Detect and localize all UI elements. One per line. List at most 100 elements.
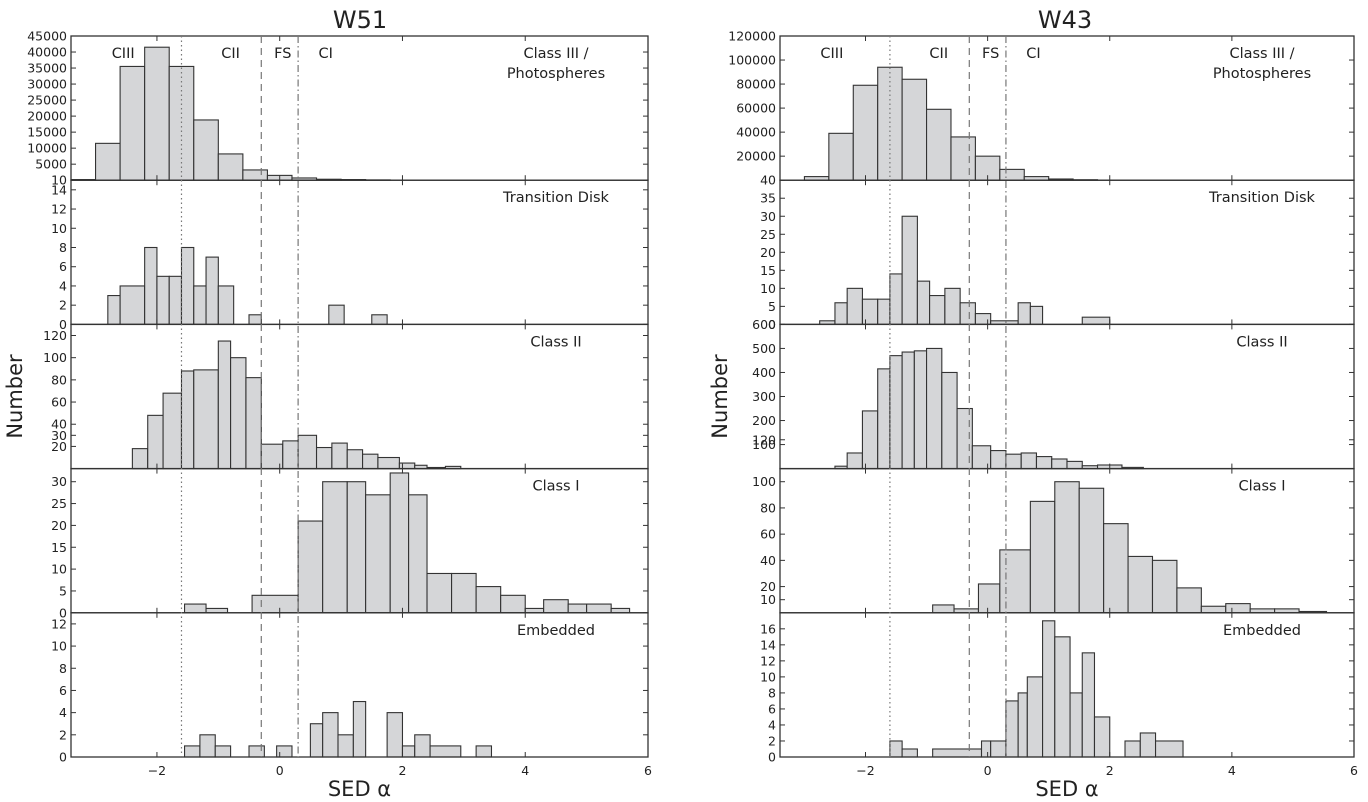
- chart-title: W43: [1038, 6, 1092, 34]
- histogram-bar: [1154, 740, 1184, 758]
- histogram-bar: [1054, 636, 1071, 758]
- histogram-bar: [365, 494, 391, 614]
- histogram-bar: [1078, 487, 1105, 614]
- y-tick-label: 2: [768, 733, 776, 748]
- histogram-bar: [1103, 523, 1129, 614]
- histogram-bar: [328, 304, 345, 325]
- panel-label: Photospheres: [1213, 66, 1311, 82]
- histogram-bar: [386, 712, 404, 758]
- y-tick-label: 2: [59, 727, 67, 742]
- histogram-bar: [217, 153, 244, 181]
- panel-class-iii: 1050001000015000200002500030000350004000…: [27, 29, 649, 188]
- x-axis-label: SED α: [1035, 777, 1098, 801]
- class-label: FS: [982, 46, 999, 62]
- histogram-bar: [916, 280, 931, 325]
- y-tick-label: 80000: [736, 77, 776, 92]
- histogram-bar: [276, 745, 293, 758]
- x-tick-label: 2: [1106, 763, 1114, 778]
- y-tick-label: 120000: [728, 29, 776, 44]
- histogram-bar: [131, 448, 149, 470]
- y-tick-label: 25: [51, 496, 67, 511]
- histogram-bar: [889, 355, 903, 470]
- histogram-bar: [245, 377, 262, 470]
- histogram-bar: [1069, 692, 1083, 758]
- y-tick-label: 80: [760, 500, 776, 515]
- histogram-bar: [1124, 740, 1141, 758]
- class-label: CI: [319, 46, 333, 62]
- histogram-bar: [242, 169, 268, 181]
- y-tick-label: 30: [51, 428, 67, 443]
- y-tick-label: 20000: [27, 109, 67, 124]
- histogram-bar: [248, 314, 262, 325]
- y-tick-label: 10: [760, 669, 776, 684]
- y-tick-label: 12: [51, 202, 67, 217]
- histogram-bar: [95, 142, 121, 181]
- y-tick-label: 12: [51, 616, 67, 631]
- x-tick-label: 6: [1350, 763, 1358, 778]
- histogram-bar: [977, 583, 1001, 614]
- x-tick-label: −2: [148, 763, 166, 778]
- histogram-bar: [1005, 453, 1022, 470]
- y-tick-label: 0: [59, 317, 67, 332]
- histogram-bar: [901, 351, 915, 470]
- histogram-bar: [941, 371, 958, 470]
- histogram-bar: [429, 745, 462, 758]
- y-tick-label: 2: [59, 298, 67, 313]
- y-tick-label: 60000: [736, 101, 776, 116]
- y-tick-label: 15: [760, 263, 776, 278]
- y-tick-label: 8: [59, 240, 67, 255]
- histogram-bar: [1066, 460, 1083, 470]
- y-tick-label: 100: [43, 350, 67, 365]
- histogram-bar: [846, 287, 863, 325]
- histogram-bar: [1051, 458, 1068, 470]
- y-tick-label: 14: [51, 182, 67, 197]
- histogram-bar: [1042, 620, 1056, 758]
- histogram-bar: [205, 607, 229, 614]
- histogram-bar: [932, 604, 955, 614]
- histogram-bar: [901, 748, 918, 758]
- histogram-bar: [377, 456, 400, 470]
- x-axis-label: SED α: [328, 777, 391, 801]
- histogram-bar: [426, 572, 453, 614]
- y-tick-label: 30: [51, 474, 67, 489]
- histogram-bar: [180, 246, 195, 325]
- class-label: FS: [274, 46, 291, 62]
- y-tick-label: 10: [51, 639, 67, 654]
- histogram-bar: [889, 273, 903, 325]
- y-tick-label: 100: [752, 474, 776, 489]
- y-tick-label: 60: [760, 527, 776, 542]
- histogram-bar: [315, 446, 333, 470]
- y-tick-label: 35: [760, 191, 776, 206]
- y-tick-label: 120: [752, 432, 776, 447]
- histogram-bar: [999, 549, 1031, 614]
- y-tick-label: 60: [51, 395, 67, 410]
- histogram-bar: [1020, 452, 1038, 470]
- y-tick-label: 10: [51, 221, 67, 236]
- histogram-bar: [414, 734, 431, 758]
- panel-class: 0 5 10 15 20 25 30 Class I: [51, 467, 649, 620]
- y-tick-label: 14: [760, 637, 776, 652]
- histogram-bar: [184, 603, 207, 614]
- histogram-bar: [475, 586, 502, 614]
- histogram-bar: [1225, 603, 1251, 614]
- histogram-bar: [297, 520, 324, 614]
- y-tick-label: 25: [760, 227, 776, 242]
- y-tick-label: 6: [59, 683, 67, 698]
- y-tick-label: 0: [768, 317, 776, 332]
- histogram-bar: [168, 275, 183, 325]
- histogram-bar: [1017, 692, 1028, 758]
- histogram-bar: [322, 481, 348, 614]
- histogram-bar: [230, 357, 247, 470]
- histogram-bar: [956, 407, 973, 470]
- histogram-bar: [524, 607, 545, 614]
- panel-transition: 0 2 4 6 8 10 12 14 Transition Disk: [51, 179, 649, 332]
- histogram-bar: [331, 442, 348, 470]
- y-tick-label: 35000: [27, 61, 67, 76]
- panel-transition: 0 5 10 15 20 25 30 35 Transition Disk: [760, 179, 1355, 332]
- x-tick-label: 0: [276, 763, 284, 778]
- x-tick-label: 4: [521, 763, 529, 778]
- histogram-bar: [877, 298, 891, 325]
